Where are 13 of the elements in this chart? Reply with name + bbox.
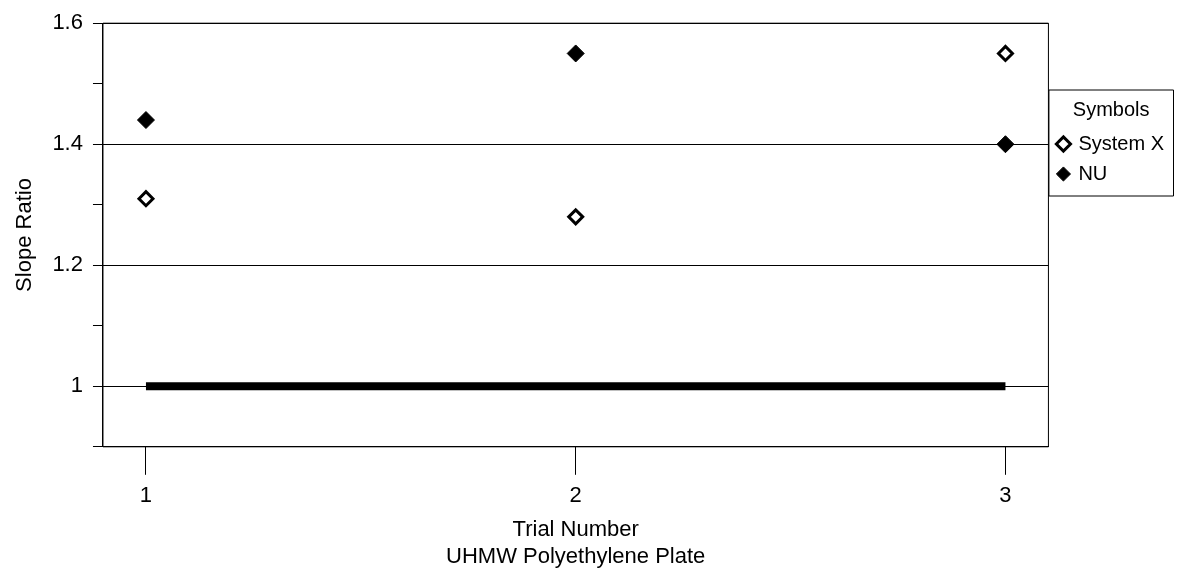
text: UHMW Polyethylene Plate [446,542,706,568]
y-tick-label: 1 [70,372,83,398]
y-axis-title: Slope Ratio [11,178,37,292]
legend-title: Symbols [1072,97,1150,120]
legend-label: System X [1078,131,1164,154]
x-tick-label: 1 [139,482,153,508]
y-tick-label: 1.2 [52,251,83,277]
x-axis-title: Trial Number [512,516,639,542]
y-tick-label: 1.4 [52,130,83,156]
x-tick-label: 2 [569,482,582,508]
legend-label: NU [1078,161,1108,184]
x-tick-label: 3 [999,482,1012,508]
y-tick-label: 1.6 [52,9,83,35]
